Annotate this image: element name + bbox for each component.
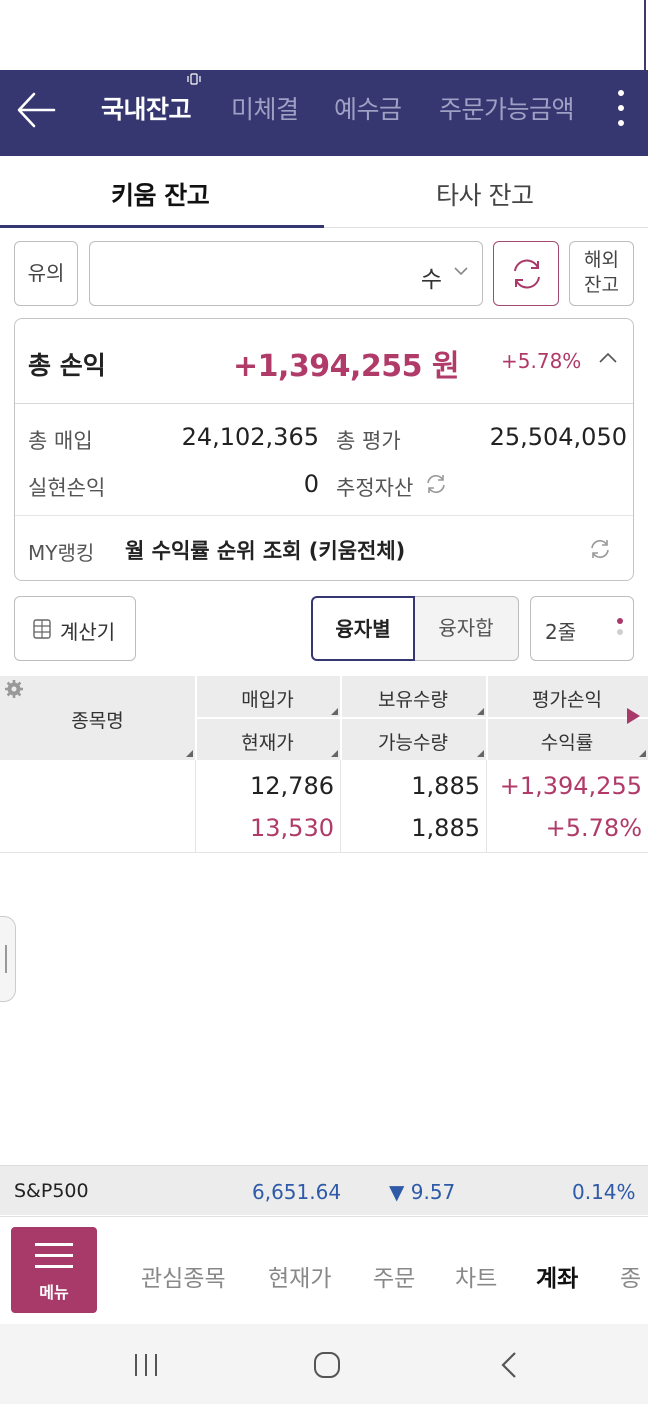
system-nav-bar bbox=[0, 1324, 648, 1404]
overseas-label-line2: 잔고 bbox=[584, 274, 619, 296]
total-evaluation-label: 총 평가 bbox=[336, 429, 401, 453]
summary-title: 총 손익 bbox=[28, 351, 106, 380]
divider bbox=[15, 515, 633, 516]
calculator-icon bbox=[33, 619, 51, 639]
notice-button[interactable]: 유의 bbox=[14, 241, 78, 306]
more-vert-icon[interactable] bbox=[606, 86, 636, 134]
nav-more[interactable]: 종 bbox=[620, 1266, 642, 1292]
hamburger-icon bbox=[35, 1265, 73, 1268]
overseas-balance-button[interactable]: 해외 잔고 bbox=[569, 241, 634, 306]
th-eval-pnl[interactable]: 평가손익 bbox=[532, 689, 602, 711]
nav-chart[interactable]: 차트 bbox=[455, 1266, 498, 1292]
row-lines-label: 2줄 bbox=[545, 620, 577, 644]
nav-order[interactable]: 주문 bbox=[373, 1266, 416, 1292]
th-purchase-price[interactable]: 매입가 bbox=[241, 689, 294, 711]
index-ticker[interactable]: S&P500 6,651.64 ▼ 9.57 0.14% bbox=[0, 1165, 648, 1215]
column-divider bbox=[486, 760, 487, 852]
table-header: 종목명 매입가 보유수량 평가손익 현재가 가능수량 수익률 bbox=[0, 676, 648, 760]
nav-current-price[interactable]: 현재가 bbox=[268, 1266, 332, 1292]
total-evaluation-value: 25,504,050 bbox=[489, 423, 627, 451]
bottom-nav: 메뉴 관심종목 현재가 주문 차트 계좌 종 bbox=[0, 1216, 648, 1324]
hamburger-icon bbox=[35, 1254, 73, 1257]
th-available-qty[interactable]: 가능수량 bbox=[378, 732, 448, 754]
menu-button[interactable]: 메뉴 bbox=[11, 1227, 97, 1313]
back-icon[interactable] bbox=[499, 1351, 519, 1379]
nav-watchlist[interactable]: 관심종목 bbox=[141, 1266, 226, 1292]
row-lines-button[interactable]: 2줄 bbox=[530, 596, 634, 661]
tab-orderable-amount[interactable]: 주문가능금액 bbox=[439, 95, 575, 124]
stock-name-cell[interactable] bbox=[0, 760, 195, 852]
th-stock-name[interactable]: 종목명 bbox=[71, 710, 124, 732]
my-ranking-link[interactable]: 월 수익률 순위 조회 (키움전체) bbox=[125, 539, 406, 563]
app-header: 국내잔고 미체결 예수금 주문가능금액 bbox=[0, 70, 648, 156]
sort-triangle-icon bbox=[331, 708, 338, 715]
home-icon[interactable] bbox=[313, 1351, 341, 1379]
th-current-price[interactable]: 현재가 bbox=[241, 732, 294, 754]
th-return-rate[interactable]: 수익률 bbox=[540, 732, 594, 754]
overseas-label-line1: 해외 bbox=[584, 249, 619, 271]
row-divider bbox=[0, 852, 648, 853]
holding-qty-cell[interactable]: 1,885 bbox=[411, 772, 480, 800]
toggle-dots-icon bbox=[617, 618, 623, 640]
summary-header[interactable]: 총 손익 +1,394,255 원 +5.78% bbox=[15, 319, 633, 404]
header-row-divider bbox=[195, 717, 648, 719]
balance-subtabs: 키움 잔고 타사 잔고 bbox=[0, 156, 648, 228]
total-purchase-label: 총 매입 bbox=[28, 429, 93, 453]
realized-pnl-value: 0 bbox=[303, 470, 319, 498]
estimated-assets-label: 추정자산 bbox=[336, 476, 414, 500]
nav-account[interactable]: 계좌 bbox=[536, 1266, 579, 1292]
refresh-button[interactable] bbox=[493, 241, 559, 306]
sort-triangle-icon bbox=[331, 750, 338, 757]
calculator-label: 계산기 bbox=[60, 620, 116, 644]
sort-triangle-icon bbox=[186, 750, 193, 757]
chevron-up-icon[interactable] bbox=[599, 352, 617, 364]
recent-apps-icon[interactable] bbox=[133, 1352, 159, 1378]
chevron-down-icon bbox=[454, 267, 468, 276]
available-qty-cell[interactable]: 1,885 bbox=[411, 814, 480, 842]
summary-card: 총 손익 +1,394,255 원 +5.78% 총 매입 24,102,365… bbox=[14, 318, 634, 581]
segment-by-loan[interactable]: 융자별 bbox=[311, 596, 415, 661]
account-select[interactable]: 수 bbox=[89, 241, 483, 306]
tab-domestic-balance[interactable]: 국내잔고 bbox=[101, 95, 192, 124]
ticker-change: ▼ 9.57 bbox=[389, 1180, 456, 1204]
column-divider bbox=[340, 760, 341, 852]
eval-pnl-cell[interactable]: +1,394,255 bbox=[499, 772, 642, 800]
back-arrow-icon[interactable] bbox=[14, 88, 58, 132]
realized-pnl-label: 실현손익 bbox=[28, 476, 106, 500]
refresh-icon bbox=[514, 259, 540, 289]
gear-icon[interactable] bbox=[4, 679, 24, 699]
subtab-other-broker-balance[interactable]: 타사 잔고 bbox=[436, 181, 534, 210]
return-rate-cell[interactable]: +5.78% bbox=[545, 814, 642, 842]
tab-deposit[interactable]: 예수금 bbox=[334, 95, 402, 124]
tab-unfilled[interactable]: 미체결 bbox=[231, 95, 299, 124]
segment-loan-sum[interactable]: 융자합 bbox=[413, 596, 519, 661]
my-ranking-label: MY랭킹 bbox=[28, 541, 95, 565]
total-purchase-value: 24,102,365 bbox=[181, 423, 319, 451]
hamburger-icon bbox=[35, 1243, 73, 1246]
ticker-change-pct: 0.14% bbox=[572, 1180, 636, 1204]
sort-triangle-icon bbox=[477, 750, 484, 757]
sync-icon[interactable] bbox=[425, 473, 447, 495]
refresh-icon[interactable] bbox=[589, 538, 611, 560]
subtab-kiwoom-balance[interactable]: 키움 잔고 bbox=[111, 181, 210, 210]
account-select-value: 수 bbox=[420, 267, 442, 293]
vibrate-icon bbox=[187, 73, 201, 85]
status-area bbox=[0, 0, 646, 70]
triangle-right-icon[interactable] bbox=[627, 708, 640, 724]
th-holding-qty[interactable]: 보유수량 bbox=[378, 689, 448, 711]
sort-triangle-icon bbox=[477, 708, 484, 715]
side-drawer-handle[interactable] bbox=[0, 916, 16, 1002]
total-pnl: +1,394,255 원 bbox=[233, 349, 460, 384]
ticker-value: 6,651.64 bbox=[252, 1180, 342, 1204]
sort-triangle-icon bbox=[639, 750, 646, 757]
column-divider bbox=[195, 760, 196, 852]
ticker-name: S&P500 bbox=[14, 1180, 89, 1202]
total-pnl-rate: +5.78% bbox=[501, 349, 582, 373]
current-price-cell[interactable]: 13,530 bbox=[250, 814, 334, 842]
purchase-price-cell[interactable]: 12,786 bbox=[250, 772, 334, 800]
subtab-underline bbox=[0, 225, 324, 228]
menu-label: 메뉴 bbox=[39, 1283, 69, 1302]
calculator-button[interactable]: 계산기 bbox=[14, 596, 136, 661]
